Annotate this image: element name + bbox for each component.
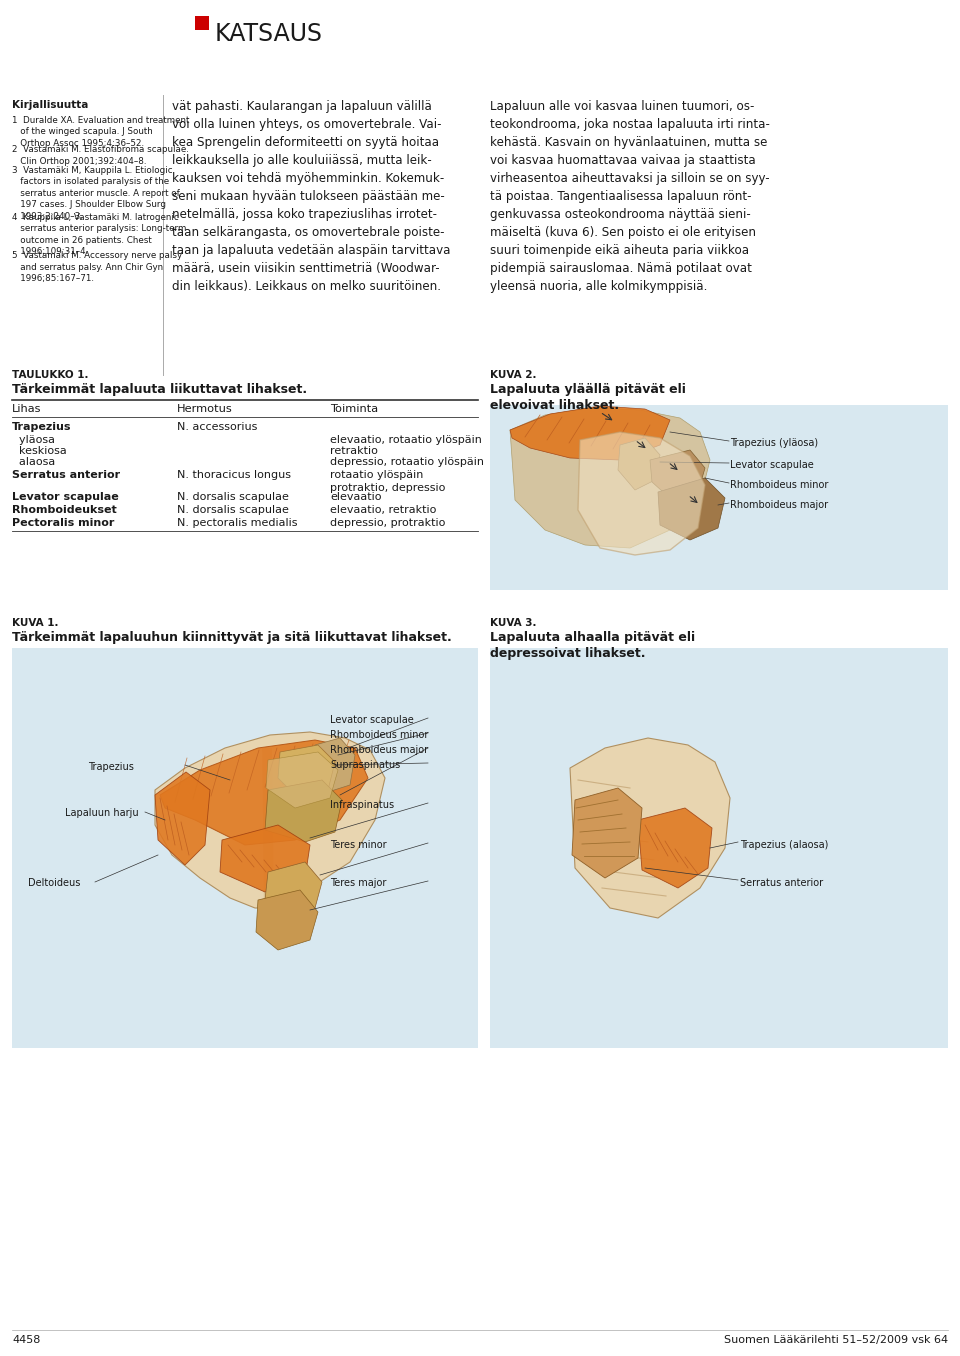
Polygon shape [220,824,310,892]
Bar [490,405,948,590]
Text: Rhomboideus major: Rhomboideus major [330,744,428,755]
Text: Toiminta: Toiminta [330,404,378,414]
Polygon shape [262,749,274,910]
Text: Levator scapulae: Levator scapulae [730,460,814,471]
Text: Infraspinatus: Infraspinatus [330,800,395,810]
Bar [490,648,948,1048]
Polygon shape [638,808,712,888]
Text: N. dorsalis scapulae: N. dorsalis scapulae [177,492,289,502]
Polygon shape [510,408,710,548]
Text: 4  Kauppila L, Vastamäki M. Iatrogenic
   serratus anterior paralysis: Long-term: 4 Kauppila L, Vastamäki M. Iatrogenic se… [12,213,186,256]
Text: elevaatio, rotaatio ylöspäin: elevaatio, rotaatio ylöspäin [330,435,482,445]
Text: Rhomboideukset: Rhomboideukset [12,504,117,515]
Text: 2  Vastamäki M. Elastofibroma scapulae.
   Clin Orthop 2001;392:404–8.: 2 Vastamäki M. Elastofibroma scapulae. C… [12,145,189,165]
Polygon shape [578,433,705,555]
Text: yläosa: yläosa [12,435,55,445]
Text: 3  Vastamäki M, Kauppila L. Etiologic
   factors in isolated paralysis of the
  : 3 Vastamäki M, Kauppila L. Etiologic fac… [12,165,180,221]
Text: Supraspinatus: Supraspinatus [330,759,400,770]
Polygon shape [312,738,355,792]
Text: Teres minor: Teres minor [330,839,387,850]
Text: 5  Vastamäki M. Accessory nerve palsy
   and serratus palsy. Ann Chir Gyn
   199: 5 Vastamäki M. Accessory nerve palsy and… [12,251,182,283]
Text: Lapaluun harju: Lapaluun harju [65,808,138,818]
Text: Lapaluun alle voi kasvaa luinen tuumori, os-
teokondrooma, joka nostaa lapaluuta: Lapaluun alle voi kasvaa luinen tuumori,… [490,100,770,293]
Polygon shape [570,738,730,918]
Text: KATSAUS: KATSAUS [215,22,323,46]
Text: Lapaluuta yläällä pitävät eli
elevoivat lihakset.: Lapaluuta yläällä pitävät eli elevoivat … [490,382,685,412]
Polygon shape [155,732,385,909]
Polygon shape [265,862,322,918]
Text: Serratus anterior: Serratus anterior [12,471,120,480]
Text: retraktio: retraktio [330,446,378,456]
Text: Serratus anterior: Serratus anterior [740,877,823,888]
Text: keskiosa: keskiosa [12,446,67,456]
Text: Pectoralis minor: Pectoralis minor [12,518,114,527]
Text: KUVA 1.: KUVA 1. [12,618,59,628]
Text: Tärkeimmät lapaluuta liikuttavat lihakset.: Tärkeimmät lapaluuta liikuttavat lihakse… [12,382,307,396]
Polygon shape [658,479,725,540]
Polygon shape [278,744,335,797]
Text: Deltoideus: Deltoideus [28,877,81,888]
Text: TAULUKKO 1.: TAULUKKO 1. [12,370,88,380]
Text: Trapezius (yläosa): Trapezius (yläosa) [730,438,818,447]
Polygon shape [265,780,342,842]
Polygon shape [572,788,642,877]
Text: Teres major: Teres major [330,877,386,888]
Text: Kirjallisuutta: Kirjallisuutta [12,100,88,110]
Bar [195,16,209,30]
Text: N. thoracicus longus: N. thoracicus longus [177,471,291,480]
Text: Trapezius: Trapezius [88,762,133,772]
Polygon shape [618,438,660,490]
Text: rotaatio ylöspäin
protraktio, depressio: rotaatio ylöspäin protraktio, depressio [330,471,445,492]
Text: N. pectoralis medialis: N. pectoralis medialis [177,518,298,527]
Polygon shape [160,740,368,845]
Text: 1  Duralde XA. Evaluation and treatment
   of the winged scapula. J South
   Ort: 1 Duralde XA. Evaluation and treatment o… [12,117,189,148]
Text: Levator scapulae: Levator scapulae [330,715,414,725]
Text: Rhomboideus major: Rhomboideus major [730,500,828,510]
Text: Trapezius (alaosa): Trapezius (alaosa) [740,839,828,850]
Text: 4458: 4458 [12,1336,40,1345]
Polygon shape [510,405,670,460]
Text: KUVA 2.: KUVA 2. [490,370,537,380]
Text: Hermotus: Hermotus [177,404,232,414]
Text: Rhomboideus minor: Rhomboideus minor [730,480,828,490]
Text: Lihas: Lihas [12,404,41,414]
Text: Lapaluuta alhaalla pitävät eli
depressoivat lihakset.: Lapaluuta alhaalla pitävät eli depressoi… [490,631,695,660]
Polygon shape [266,753,338,808]
Text: Suomen Lääkärilehti 51–52/2009 vsk 64: Suomen Lääkärilehti 51–52/2009 vsk 64 [724,1336,948,1345]
Text: elevaatio: elevaatio [330,492,381,502]
Text: Trapezius: Trapezius [12,422,71,433]
Text: alaosa: alaosa [12,457,56,466]
Text: KUVA 3.: KUVA 3. [490,618,537,628]
Text: vät pahasti. Kaularangan ja lapaluun välillä
voi olla luinen yhteys, os omoverte: vät pahasti. Kaularangan ja lapaluun väl… [172,100,450,293]
Text: elevaatio, retraktio: elevaatio, retraktio [330,504,437,515]
Text: depressio, rotaatio ylöspäin: depressio, rotaatio ylöspäin [330,457,484,466]
Text: N. accessorius: N. accessorius [177,422,257,433]
Bar [12,648,478,1048]
Text: Levator scapulae: Levator scapulae [12,492,119,502]
Text: Tärkeimmät lapaluuhun kiinnittyvät ja sitä liikuttavat lihakset.: Tärkeimmät lapaluuhun kiinnittyvät ja si… [12,631,452,644]
Polygon shape [256,890,318,951]
Text: depressio, protraktio: depressio, protraktio [330,518,445,527]
Text: Rhomboideus minor: Rhomboideus minor [330,730,428,740]
Polygon shape [650,450,705,500]
Text: N. dorsalis scapulae: N. dorsalis scapulae [177,504,289,515]
Polygon shape [155,772,210,865]
